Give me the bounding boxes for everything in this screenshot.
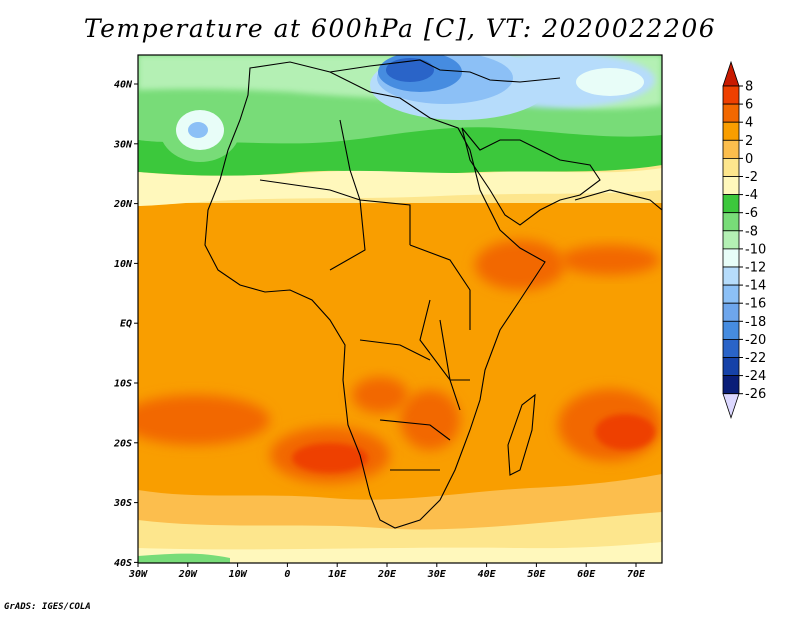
map-title: Temperature at 600hPa [C], VT: 202002220…: [83, 14, 717, 43]
colorbar-box: [722, 375, 740, 395]
colorbar-label: 4: [745, 116, 753, 131]
colorbar-bottom-triangle: [722, 393, 740, 419]
colorbar-label: 0: [745, 152, 753, 167]
colorbar-box: [722, 266, 740, 286]
temperature-field: [138, 55, 662, 563]
colorbar-box: [722, 248, 740, 268]
colorbar-box: [722, 176, 740, 196]
colorbar-box: [722, 194, 740, 214]
lon-label: 10W: [229, 569, 248, 580]
lat-label: 40N: [114, 80, 133, 91]
colorbar-box: [722, 157, 740, 177]
lat-label: 30N: [113, 139, 133, 150]
colorbar-label: -24: [745, 369, 766, 384]
lon-label: 20W: [178, 569, 198, 580]
colorbar-label: -4: [745, 188, 758, 203]
colorbar-label: 6: [745, 98, 753, 113]
lat-label: 10S: [114, 379, 132, 390]
colorbar-label: -10: [745, 242, 766, 257]
colorbar-label: -16: [745, 297, 766, 312]
colorbar-box: [722, 302, 740, 322]
colorbar: 8 6 4 2 0 -2 -4 -6 -8 -10 -12 -14 -16 -18 -20 -22 -24 -26: [722, 60, 766, 419]
lat-label: EQ: [120, 319, 132, 330]
lon-label: 60E: [577, 569, 596, 580]
colorbar-box: [722, 103, 740, 123]
lat-label: 40S: [114, 558, 132, 569]
colorbar-label: -20: [745, 333, 766, 348]
lat-label: 20N: [113, 199, 133, 210]
colorbar-box: [722, 284, 740, 304]
lon-label: 40E: [478, 569, 497, 580]
lon-label: 50E: [527, 569, 546, 580]
lon-label: 20E: [377, 569, 397, 580]
colorbar-box: [722, 338, 740, 358]
colorbar-label: -2: [745, 170, 758, 185]
colorbar-top-triangle: [722, 60, 740, 87]
colorbar-box: [722, 357, 740, 377]
colorbar-box: [722, 230, 740, 250]
coastlines: [204, 59, 662, 529]
lat-label: 30S: [113, 498, 132, 509]
lon-label: 30E: [427, 569, 447, 580]
colorbar-label: -18: [745, 315, 766, 330]
colorbar-box: [722, 212, 740, 232]
lon-label: 10E: [328, 569, 347, 580]
lon-label: 70E: [627, 569, 646, 580]
axis-ticks: 30W 20W 10W 0 10E 20E 30E 40E 50E 60E 70E 40N 30N 20N…: [113, 80, 646, 581]
colorbar-box: [722, 139, 740, 159]
colorbar-box: [722, 121, 740, 141]
colorbar-label: -12: [745, 261, 766, 276]
colorbar-box: [722, 320, 740, 340]
plot-frame: [137, 54, 663, 564]
colorbar-label: -22: [745, 351, 766, 366]
colorbar-box: [722, 85, 740, 105]
colorbar-label: 2: [745, 134, 753, 149]
colorbar-label: -8: [745, 224, 758, 239]
colorbar-label: -6: [745, 206, 758, 221]
lon-label: 30W: [128, 569, 148, 580]
credit-text: GrADS: IGES/COLA: [4, 602, 91, 612]
lat-label: 10N: [114, 259, 133, 270]
colorbar-label: -26: [745, 387, 766, 402]
colorbar-label: 8: [745, 80, 753, 95]
lon-label: 0: [284, 569, 290, 580]
colorbar-label: -14: [745, 279, 766, 294]
lat-label: 20S: [113, 438, 132, 449]
